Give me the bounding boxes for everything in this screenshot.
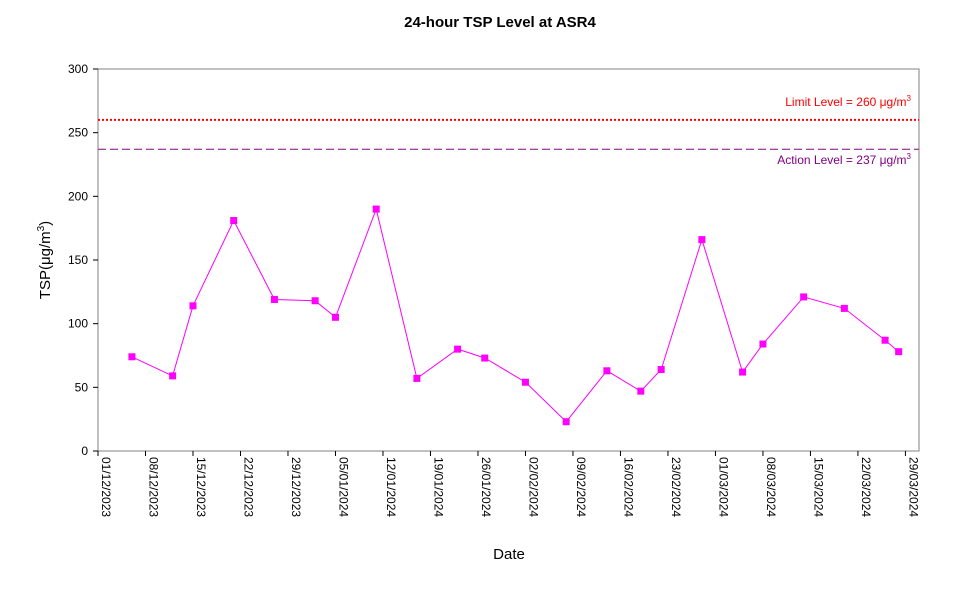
y-axis-title-close: ) bbox=[37, 221, 54, 226]
data-point bbox=[895, 348, 903, 356]
y-axis-title-sup: 3 bbox=[36, 225, 47, 231]
data-point bbox=[637, 387, 645, 395]
data-point bbox=[657, 366, 665, 374]
series-group bbox=[128, 205, 903, 426]
x-tick-label: 02/02/2024 bbox=[526, 457, 540, 517]
data-point bbox=[169, 372, 177, 380]
ref-line-label-text: Action Level = 237 μg/m bbox=[777, 153, 906, 167]
x-tick-label: 29/03/2024 bbox=[906, 457, 920, 517]
data-point bbox=[739, 368, 747, 376]
y-tick-label: 100 bbox=[68, 317, 88, 331]
x-tick-label: 26/01/2024 bbox=[479, 457, 493, 517]
x-axis-title: Date bbox=[493, 546, 525, 563]
ref-line-label-sup: 3 bbox=[907, 94, 912, 103]
y-axis-title-main: TSP(μg/m bbox=[37, 231, 54, 299]
data-point bbox=[759, 340, 767, 348]
x-tick-label: 22/12/2023 bbox=[241, 457, 255, 517]
x-tick-label: 19/01/2024 bbox=[431, 457, 445, 517]
data-point bbox=[698, 236, 706, 244]
x-tick-label: 05/01/2024 bbox=[336, 457, 350, 517]
data-point bbox=[311, 297, 319, 305]
x-tick-label: 01/12/2023 bbox=[99, 457, 113, 517]
ref-line-label-sup: 3 bbox=[907, 152, 912, 161]
x-tick-label: 08/12/2023 bbox=[146, 457, 160, 517]
data-point bbox=[413, 374, 421, 382]
data-point bbox=[481, 354, 489, 362]
data-point bbox=[454, 345, 462, 353]
y-axis: 0 50 100 150 200 250 300 bbox=[68, 62, 98, 458]
data-point bbox=[189, 302, 197, 310]
x-tick-label: 12/01/2024 bbox=[384, 457, 398, 517]
y-tick-label: 150 bbox=[68, 253, 88, 267]
x-tick-label: 23/02/2024 bbox=[669, 457, 683, 517]
data-point bbox=[128, 353, 136, 361]
x-tick-label: 15/03/2024 bbox=[811, 457, 825, 517]
y-axis-title: TSP(μg/m3) bbox=[36, 221, 54, 299]
x-tick-label: 08/03/2024 bbox=[764, 457, 778, 517]
data-point bbox=[372, 205, 380, 213]
data-point bbox=[562, 418, 570, 426]
x-axis: 01/12/2023 08/12/2023 15/12/2023 22/12/2023… bbox=[97, 451, 920, 517]
ref-line-label: Action Level = 237 μg/m3 bbox=[777, 152, 911, 167]
x-tick-label: 15/12/2023 bbox=[194, 457, 208, 517]
x-tick-label: 01/03/2024 bbox=[716, 457, 730, 517]
x-tick-label: 22/03/2024 bbox=[859, 457, 873, 517]
data-point bbox=[331, 313, 339, 321]
y-tick-label: 300 bbox=[68, 62, 88, 76]
chart-title: 24-hour TSP Level at ASR4 bbox=[404, 14, 596, 31]
x-tick-label: 29/12/2023 bbox=[289, 457, 303, 517]
data-point bbox=[270, 295, 278, 303]
data-point bbox=[521, 378, 529, 386]
x-tick-label: 16/02/2024 bbox=[621, 457, 635, 517]
data-point bbox=[800, 293, 808, 301]
y-tick-label: 250 bbox=[68, 126, 88, 140]
ref-line-label: Limit Level = 260 μg/m3 bbox=[785, 94, 911, 109]
y-tick-label: 50 bbox=[75, 380, 89, 394]
data-point bbox=[230, 217, 238, 225]
x-tick-label: 09/02/2024 bbox=[574, 457, 588, 517]
ref-line-label-text: Limit Level = 260 μg/m bbox=[785, 95, 906, 109]
plot-area bbox=[97, 68, 920, 452]
y-tick-label: 0 bbox=[81, 444, 88, 458]
data-point bbox=[603, 367, 611, 375]
y-tick-label: 200 bbox=[68, 189, 88, 203]
data-point bbox=[881, 336, 889, 344]
data-point bbox=[840, 304, 848, 312]
